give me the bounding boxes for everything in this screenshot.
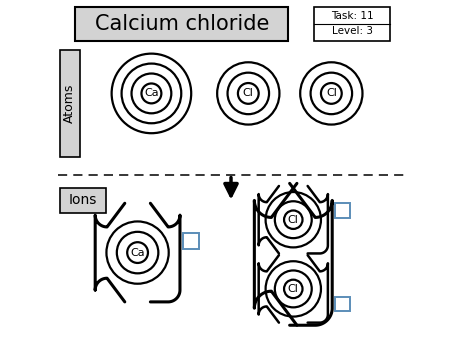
Text: Atoms: Atoms [63,84,76,124]
Ellipse shape [217,62,280,125]
Text: Cl: Cl [326,89,337,98]
Text: Ca: Ca [130,248,145,257]
Ellipse shape [266,192,321,247]
Ellipse shape [106,221,169,284]
Ellipse shape [238,83,259,104]
Text: Ions: Ions [69,193,97,207]
Bar [183,233,199,249]
Bar [335,203,350,218]
Text: Ca: Ca [144,89,159,98]
Ellipse shape [284,210,303,229]
Ellipse shape [310,73,352,114]
Ellipse shape [266,261,321,317]
Text: Cl: Cl [288,284,299,294]
Text: Task: 11: Task: 11 [331,11,373,21]
Ellipse shape [300,62,363,125]
Ellipse shape [117,232,158,273]
Bar [60,50,80,157]
Ellipse shape [321,83,342,104]
Bar [314,7,390,41]
Ellipse shape [112,54,191,133]
Text: Cl: Cl [243,89,254,98]
Ellipse shape [127,242,148,263]
Ellipse shape [284,280,303,298]
Text: Calcium chloride: Calcium chloride [95,14,269,34]
Bar [60,188,106,213]
Ellipse shape [228,73,269,114]
Ellipse shape [132,74,171,113]
Ellipse shape [275,271,312,307]
Bar [335,297,350,311]
Ellipse shape [275,201,312,238]
Ellipse shape [141,83,161,103]
FancyBboxPatch shape [75,7,288,41]
Ellipse shape [122,64,181,123]
Text: Cl: Cl [288,215,299,225]
Text: Level: 3: Level: 3 [332,27,372,36]
